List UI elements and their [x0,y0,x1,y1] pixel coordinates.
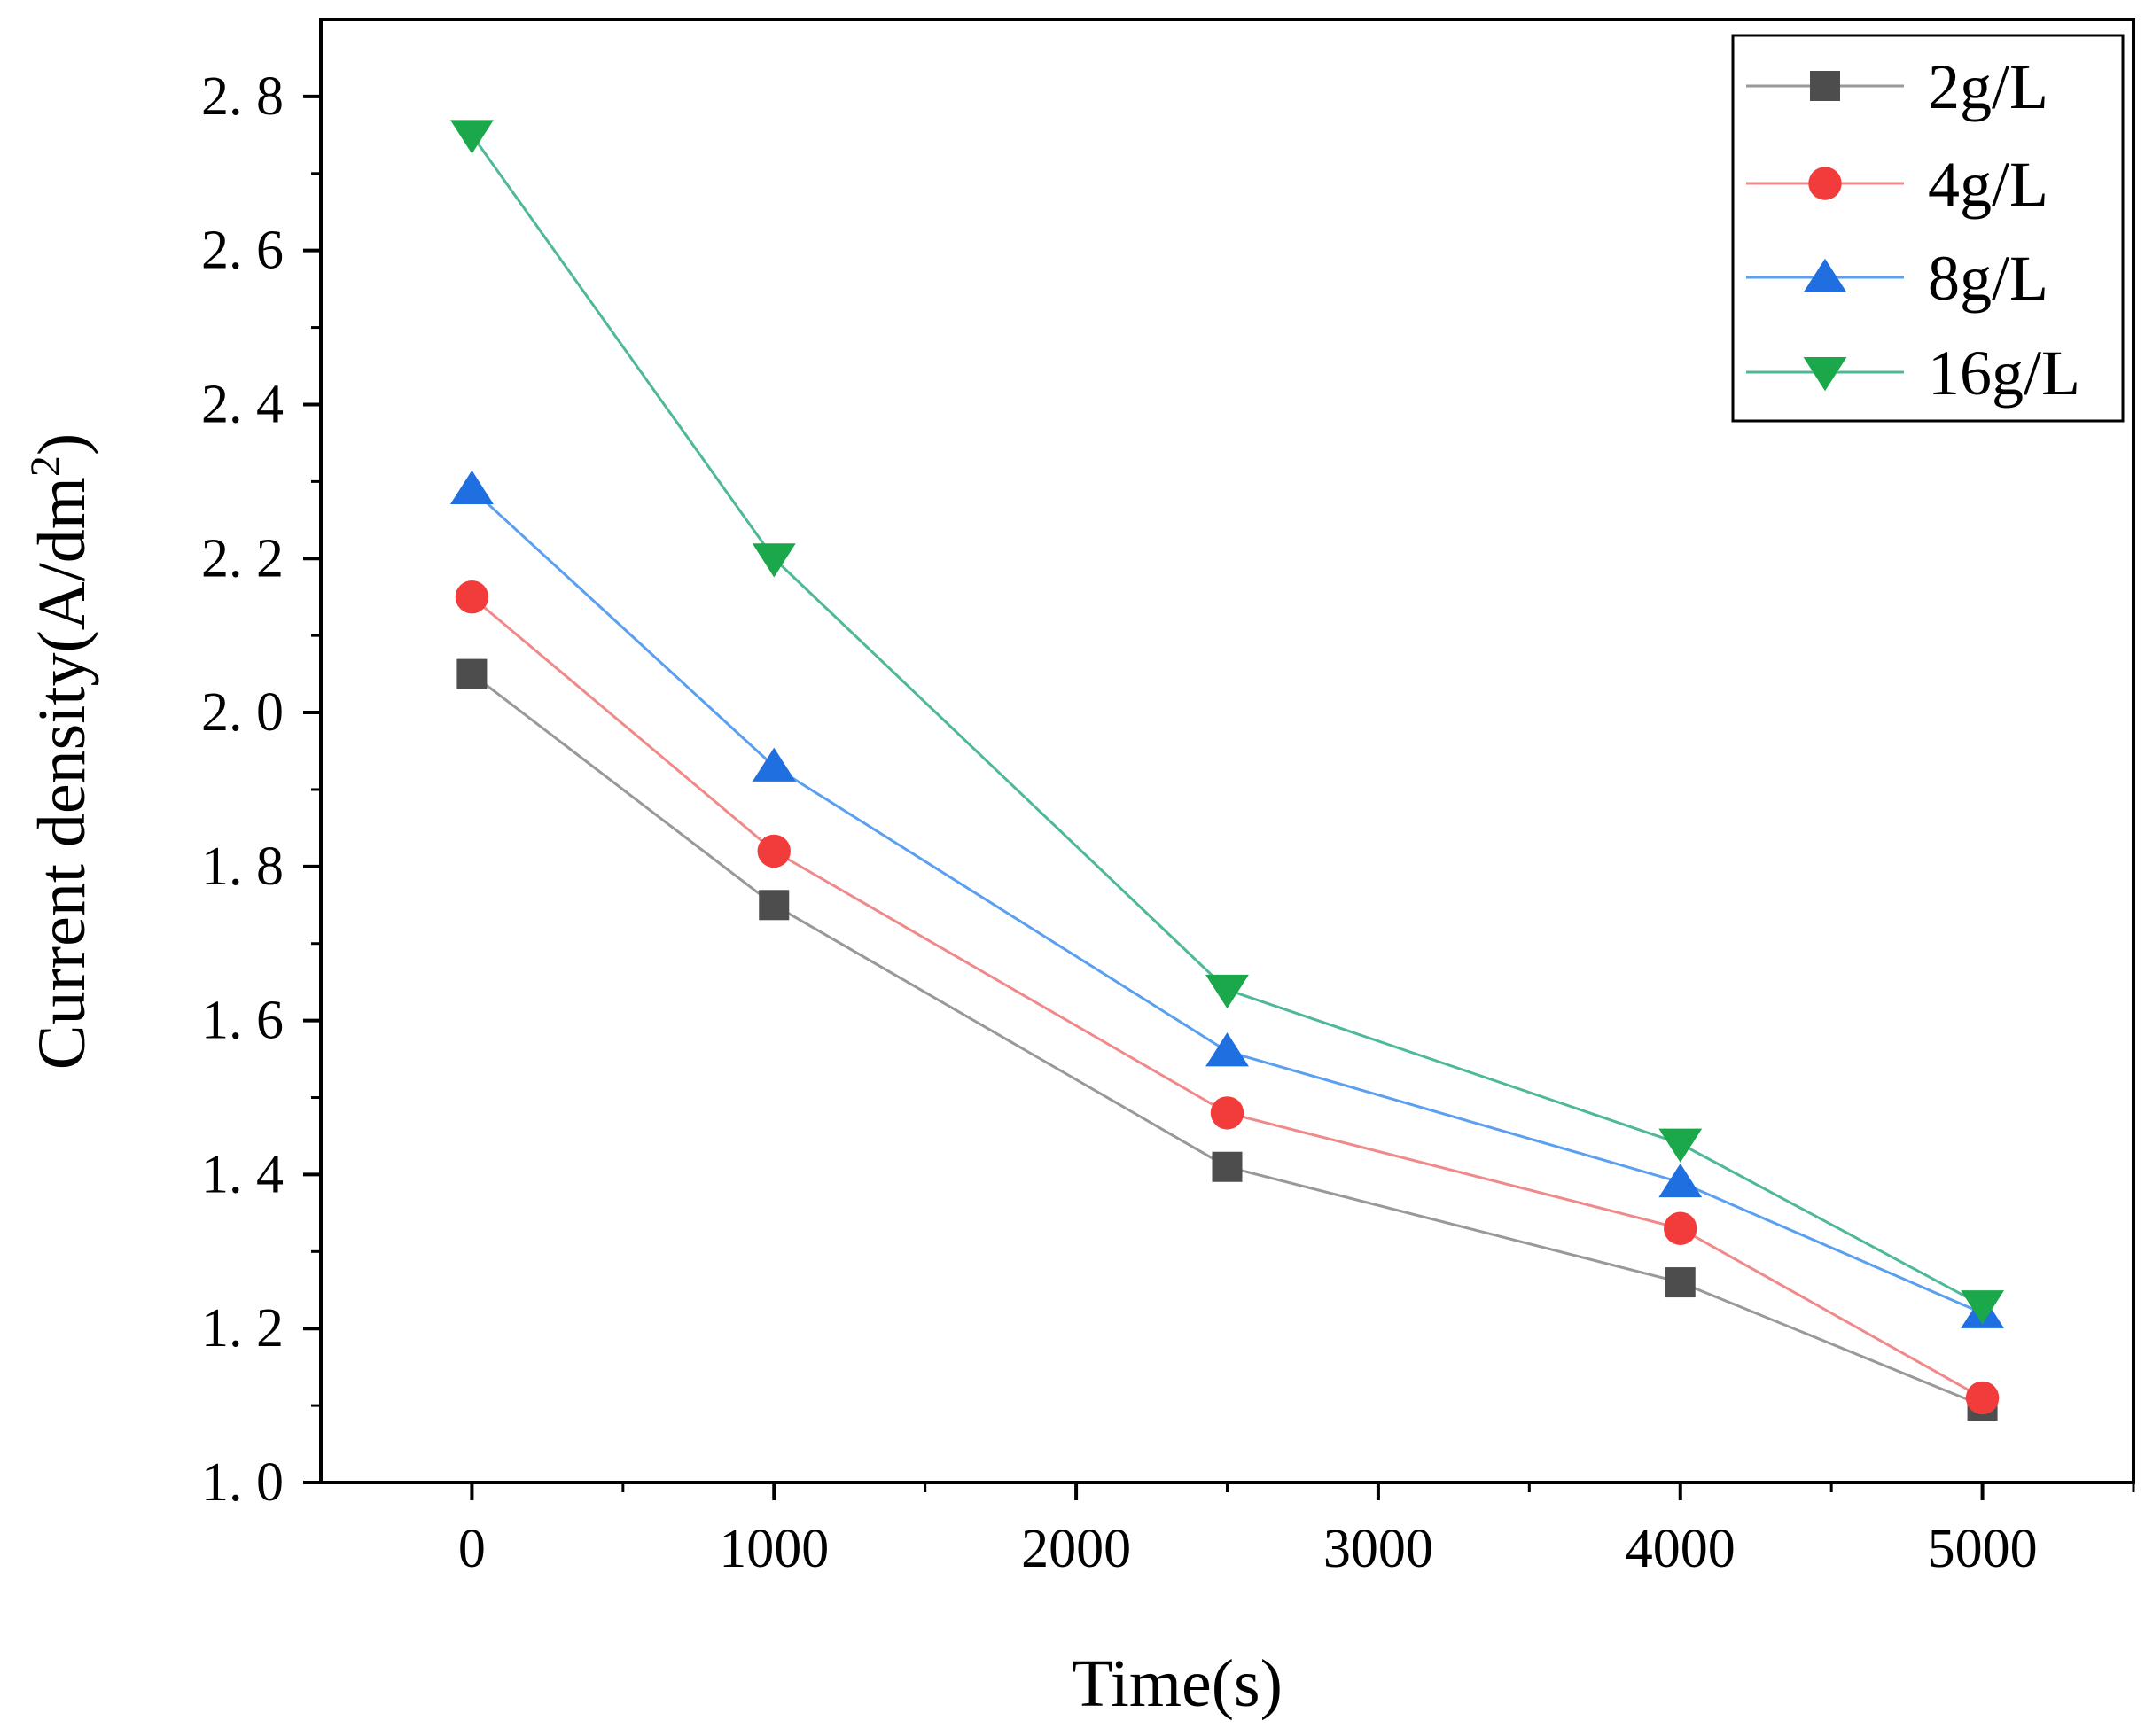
data-point [456,658,488,689]
data-point [759,890,790,921]
y-tick-label: 1. 0 [201,1452,284,1513]
legend-box [1731,34,2125,423]
data-point [449,470,494,505]
series-8g-l [449,470,2005,1328]
y-tick-label: 1. 2 [201,1298,284,1358]
data-point [1205,974,1249,1009]
data-point [1664,1211,1697,1245]
legend-marker [1810,71,1840,101]
legend-marker [1803,258,1847,292]
y-axis-title: Current density(A/dm2) [22,433,99,1070]
y-tick-label: 2. 6 [201,221,284,281]
legend-marker [1808,167,1842,200]
x-axis-title: Time(s) [1072,1646,1283,1721]
y-tick-label: 1. 6 [201,991,284,1051]
x-tick-label: 4000 [1626,1519,1736,1579]
x-tick-label: 0 [458,1519,486,1579]
y-axis: 1. 0 1. 2 1. 4 1. 6 1. 8 2. 0 2. 2 2. 4 2. 6 2. 8 [201,66,321,1513]
x-tick-label: 3000 [1323,1519,1433,1579]
data-point [1665,1267,1696,1298]
data-point [757,834,791,868]
y-axis-title-superscript: 2 [22,455,69,477]
legend-label: 8g/L [1928,243,2048,314]
series-16g-l [449,120,2005,1325]
data-point [1658,1128,1703,1163]
data-point [1205,1032,1249,1067]
data-point [1210,1096,1244,1130]
legend: 2g/L 4g/L 8g/L 16g/L [1731,34,2125,423]
y-axis-title-close: ) [25,433,99,455]
data-point [455,580,489,614]
y-tick-label: 1. 8 [201,837,284,897]
y-tick-label: 2. 2 [201,528,284,588]
data-point [1961,1290,2005,1325]
series-4g-l [455,580,2000,1415]
y-tick-label: 2. 4 [201,374,284,434]
x-tick-label: 1000 [719,1519,829,1579]
x-tick-label: 5000 [1928,1519,2038,1579]
x-axis: 0 1000 2000 3000 4000 5000 [458,1483,2135,1579]
data-point [752,543,796,578]
series-line [471,487,1984,1315]
data-point [1965,1381,2000,1415]
legend-label: 4g/L [1928,149,2048,220]
data-point [1212,1151,1243,1182]
y-tick-label: 2. 8 [201,66,284,127]
x-tick-label: 2000 [1021,1519,1131,1579]
legend-marker [1803,357,1847,392]
y-tick-label: 2. 0 [201,682,284,743]
series-layer [449,120,2005,1421]
y-tick-label: 1. 4 [201,1144,284,1204]
data-point [449,120,494,154]
data-point [1658,1163,1703,1198]
legend-label: 2g/L [1928,51,2048,122]
data-point [752,747,796,782]
legend-label: 16g/L [1928,338,2080,409]
